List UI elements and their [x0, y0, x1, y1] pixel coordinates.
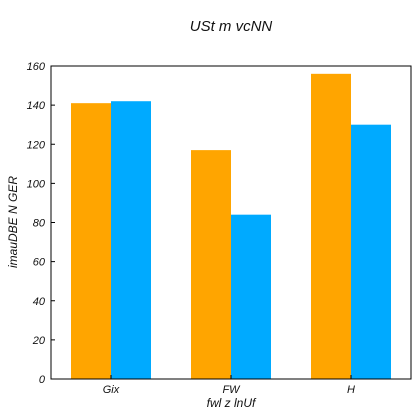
- bar-FW-series-2: [231, 214, 271, 379]
- x-tick-label: H: [347, 384, 355, 396]
- y-tick-label: 160: [27, 61, 46, 73]
- y-tick-label: 60: [33, 257, 46, 269]
- y-tick-label: 0: [39, 374, 46, 386]
- bar-Gix-series-2: [111, 101, 151, 380]
- bar-FW-series-1: [191, 150, 231, 379]
- y-tick-label: 20: [32, 335, 46, 347]
- y-tick-label: 80: [33, 218, 46, 230]
- y-tick-label: 140: [27, 100, 46, 112]
- x-axis-label: fwl z lnUf: [207, 396, 257, 410]
- bar-Gix-series-1: [71, 103, 111, 379]
- bar-H-series-2: [351, 124, 391, 379]
- plot-area: 0 20 40 60 80 100 120 140 160 Gix FW H: [27, 61, 412, 396]
- y-axis-label: imauDBE N GER: [6, 176, 20, 268]
- y-tick-label: 100: [27, 178, 46, 190]
- bar-H-series-1: [311, 73, 351, 379]
- chart-title: USt m vcNN: [190, 18, 273, 35]
- y-tick-label: 120: [27, 139, 46, 151]
- y-tick-label: 40: [33, 296, 46, 308]
- x-tick-label: Gix: [103, 384, 120, 396]
- x-tick-label: FW: [222, 384, 241, 396]
